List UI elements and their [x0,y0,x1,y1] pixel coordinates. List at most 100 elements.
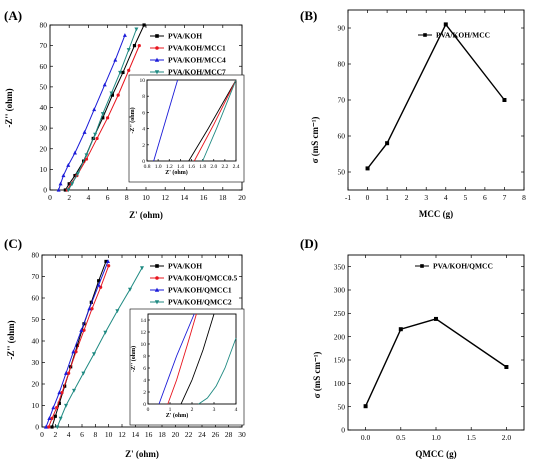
data-point [57,401,61,405]
y-tick-label: 40 [40,103,48,112]
data-point [140,266,144,271]
legend-label: PVA/KOH/MCC1 [168,44,226,53]
x-tick-label: 8 [522,193,526,202]
data-point [106,259,110,264]
inset-y-tick-label: 0 [143,402,146,408]
y-tick-label: 50 [338,402,346,411]
data-point [64,371,68,375]
y-tick-label: 70 [338,96,346,105]
data-point [70,182,75,187]
x-axis-label: Z' (ohm) [129,210,163,220]
y-tick-label: 50 [40,82,48,91]
data-point [109,91,114,96]
panel-label: (C) [4,236,22,251]
inset-x-tick-label: 3 [213,407,216,413]
data-point [110,93,114,97]
y-tick-label: 50 [32,315,40,324]
data-point [55,425,60,430]
x-tick-label: 2.0 [502,433,512,442]
data-point [97,279,101,283]
data-point [90,307,94,311]
inset-x-tick-label: 1.6 [188,164,195,170]
data-point [73,173,77,178]
legend-label: PVA/KOH/QMCC [433,262,493,271]
x-tick-label: 26 [212,430,220,439]
y-axis-label: σ (mS cm⁻¹) [310,117,320,164]
series-line [367,23,505,169]
legend-label: PVA/KOH/QMCC0.5 [168,274,237,283]
data-point [82,328,86,332]
data-point [58,181,63,186]
chart-panel-0: 0 2 4 6 8 10 12 14 16 18 2001020304050607080(A)Z' … [4,8,246,220]
data-point [66,188,71,193]
inset-y-tick-label: 8 [143,354,146,360]
data-point [81,371,86,376]
legend-marker [423,33,427,37]
data-point [75,171,80,176]
data-point [92,107,97,112]
legend-marker [154,57,160,62]
data-point [57,390,62,395]
data-point [47,416,52,420]
data-point [126,48,131,52]
x-tick-label: 2 [53,430,57,439]
data-point [115,309,120,314]
inset-series-line [158,313,195,405]
data-point [64,403,68,408]
x-tick-label: 20 [172,430,180,439]
x-tick-label: 16 [145,430,153,439]
inset-x-tick-label: 2.4 [233,164,240,170]
data-point [63,188,67,192]
inset-y-tick-label: 2 [142,143,145,149]
series-line [48,265,110,428]
x-tick-label: 14 [181,193,189,202]
inset-y-tick-label: 6 [142,110,145,116]
y-tick-label: 20 [40,144,48,153]
inset-series-line [198,337,237,405]
x-axis-label: Z' (ohm) [125,449,159,459]
data-point [104,259,108,264]
inset-series-line [193,79,237,162]
x-tick-label: 0 [40,430,44,439]
data-point [67,371,71,375]
x-tick-label: 1.0 [431,433,441,442]
data-point [365,166,370,171]
legend-marker [155,276,159,280]
y-tick-label: 80 [32,251,40,260]
inset-y-tick-label: 12 [141,330,147,336]
inset-x-tick-label: 1.8 [199,164,206,170]
data-point [67,182,71,186]
data-point [134,27,139,32]
y-tick-label: 100 [334,379,346,388]
series-line [58,35,126,191]
legend-label: PVA/KOH [168,262,202,271]
panel-label: (B) [300,8,317,23]
inset-x-tick-label: 0 [147,407,150,413]
y-tick-label: 20 [32,380,40,389]
inset-y-axis-label: -Z'' (ohm) [130,346,137,372]
inset-y-tick-label: 10 [141,342,147,348]
inset-y-tick-label: 8 [142,94,145,100]
inset-x-tick-label: 1.4 [177,164,184,170]
data-point [95,136,99,141]
data-point [47,425,51,429]
x-tick-label: 8 [125,193,129,202]
data-point [51,405,56,410]
data-point [50,425,54,429]
x-tick-label: 4 [444,193,448,202]
data-point [127,68,131,72]
y-tick-label: 60 [338,132,346,141]
y-axis-label: σ (mS cm⁻¹) [312,352,322,399]
legend-label: PVA/KOH/MCC [436,31,490,40]
series-line [45,261,109,428]
x-tick-label: 10 [142,193,150,202]
data-point [84,153,89,158]
legend-marker [154,287,160,292]
data-point [82,130,87,134]
x-tick-label: -1 [345,193,351,202]
data-point [142,23,146,27]
chart-panel-1: -1 0 1 2 3 4 5 6 7 8 50 60 70 80 90 (B) MCC (g) σ (mS cm⁻… [300,8,526,219]
x-tick-label: 2 [67,193,71,202]
